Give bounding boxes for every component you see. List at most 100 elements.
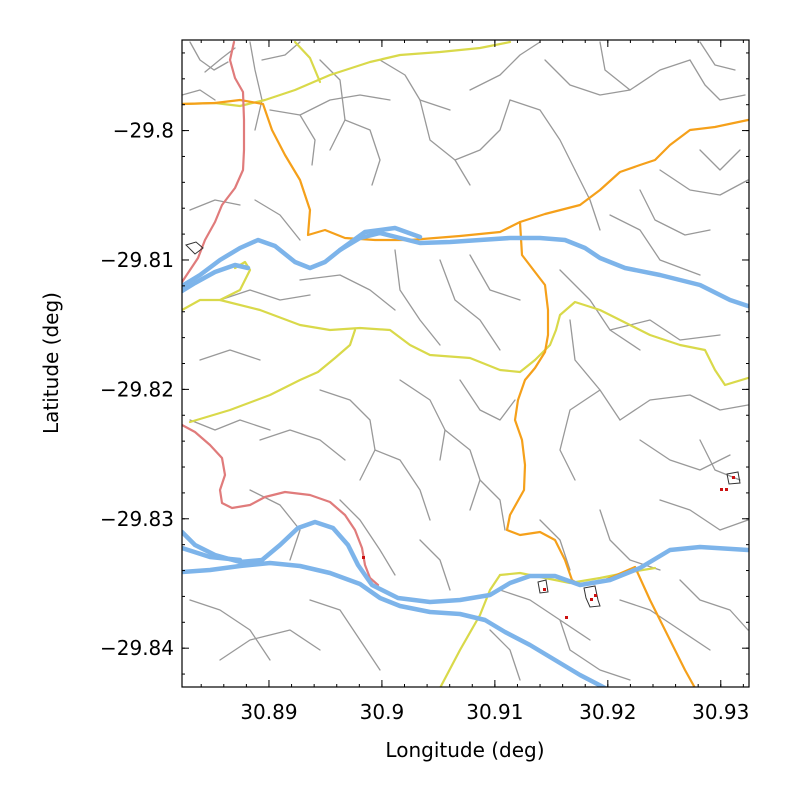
minor-road <box>259 429 346 461</box>
secondary-roads <box>182 40 749 687</box>
y-tick-label: −29.8 <box>113 119 174 143</box>
motorway <box>182 545 243 563</box>
map-plot-area <box>182 40 749 687</box>
motorways <box>182 225 749 687</box>
minor-road <box>379 59 451 111</box>
primary-road <box>505 220 637 587</box>
minor-roads <box>182 41 749 681</box>
poi-marker <box>594 594 597 597</box>
minor-road <box>639 439 731 471</box>
motorway <box>337 225 423 253</box>
minor-road <box>699 149 741 171</box>
secondary-road <box>218 298 749 387</box>
poi-marker <box>725 488 728 491</box>
x-tick-label: 30.89 <box>240 700 297 724</box>
minor-road <box>199 349 261 361</box>
poi-marker <box>565 616 568 619</box>
minor-road <box>189 599 271 661</box>
minor-road <box>339 499 396 576</box>
points-of-interest <box>362 476 735 619</box>
secondary-road <box>182 260 252 312</box>
minor-road <box>499 589 591 641</box>
secondary-road <box>182 40 512 108</box>
minor-road <box>299 94 391 116</box>
minor-road <box>182 89 216 101</box>
minor-road <box>559 269 641 351</box>
minor-road <box>599 41 691 91</box>
minor-road <box>544 59 631 96</box>
minor-road <box>189 41 229 71</box>
minor-road <box>699 41 736 71</box>
minor-road <box>619 599 711 651</box>
minor-road <box>249 41 263 131</box>
buildings <box>185 241 741 608</box>
axes-frame <box>181 39 750 688</box>
minor-road <box>319 389 376 481</box>
poi-marker <box>543 588 546 591</box>
motorway <box>182 519 749 605</box>
x-axis: 30.89 30.9 30.91 30.92 30.93 <box>200 40 749 724</box>
poi-marker <box>720 488 723 491</box>
secondary-road <box>188 328 357 424</box>
minor-road <box>299 274 396 311</box>
minor-road <box>261 41 301 61</box>
primary-road <box>633 565 696 687</box>
x-tick-label: 30.91 <box>466 700 523 724</box>
secondary-road <box>439 573 502 687</box>
minor-road <box>569 319 621 421</box>
building <box>726 471 741 485</box>
motorway <box>182 560 608 687</box>
y-tick-label: −29.82 <box>100 377 174 401</box>
trunk-roads <box>182 40 380 587</box>
poi-marker <box>590 598 593 601</box>
minor-road <box>319 59 346 151</box>
minor-road <box>619 394 749 421</box>
minor-road <box>374 449 431 521</box>
poi-marker <box>362 556 365 559</box>
minor-road <box>679 579 749 631</box>
minor-road <box>269 109 316 166</box>
minor-road <box>469 254 521 301</box>
minor-road <box>489 629 521 681</box>
building <box>537 579 549 594</box>
minor-road <box>394 249 441 346</box>
minor-road <box>219 629 321 661</box>
minor-road <box>204 47 236 73</box>
minor-road <box>439 259 501 351</box>
minor-road <box>459 379 516 421</box>
minor-road <box>559 389 601 481</box>
minor-road <box>574 169 601 231</box>
minor-road <box>454 99 511 161</box>
minor-road <box>479 479 506 531</box>
building <box>583 585 601 608</box>
primary-road <box>182 98 749 242</box>
minor-road <box>444 429 481 511</box>
minor-road <box>344 119 381 186</box>
trunk-road <box>182 40 246 284</box>
minor-road <box>419 99 471 186</box>
minor-road <box>659 499 749 531</box>
x-tick-label: 30.93 <box>692 700 749 724</box>
y-tick-label: −29.81 <box>100 248 174 272</box>
minor-road <box>699 439 741 481</box>
motorway <box>182 262 251 294</box>
minor-road <box>189 199 241 211</box>
y-tick-label: −29.83 <box>100 507 174 531</box>
motorway <box>182 230 749 309</box>
minor-road <box>419 539 451 591</box>
minor-road <box>609 214 701 276</box>
minor-road <box>639 189 711 236</box>
x-tick-label: 30.9 <box>360 700 405 724</box>
x-axis-title: Longitude (deg) <box>385 738 544 762</box>
y-axis: −29.8 −29.81 −29.82 −29.83 −29.84 <box>100 52 749 675</box>
building <box>185 241 204 255</box>
trunk-road <box>182 423 380 587</box>
minor-road <box>469 41 541 91</box>
x-tick-label: 30.92 <box>579 700 636 724</box>
secondary-road <box>293 40 322 84</box>
minor-road <box>509 99 576 171</box>
poi-marker <box>732 476 735 479</box>
y-tick-label: −29.84 <box>100 636 174 660</box>
minor-road <box>219 289 311 301</box>
